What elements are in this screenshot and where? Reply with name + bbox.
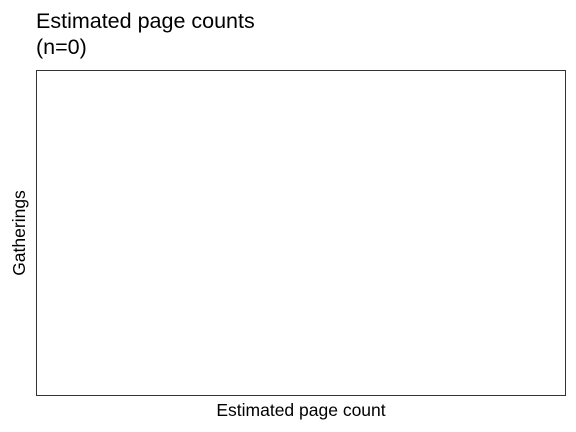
chart-title-line-1: Estimated page counts <box>36 9 255 33</box>
plot-area <box>37 71 565 395</box>
y-axis-label: Gatherings <box>9 190 29 276</box>
x-axis-label: Estimated page count <box>216 400 386 420</box>
chart-title-line-2: (n=0) <box>36 35 87 59</box>
plot-panel <box>36 70 566 396</box>
chart-title: Estimated page counts (n=0) <box>36 8 255 60</box>
